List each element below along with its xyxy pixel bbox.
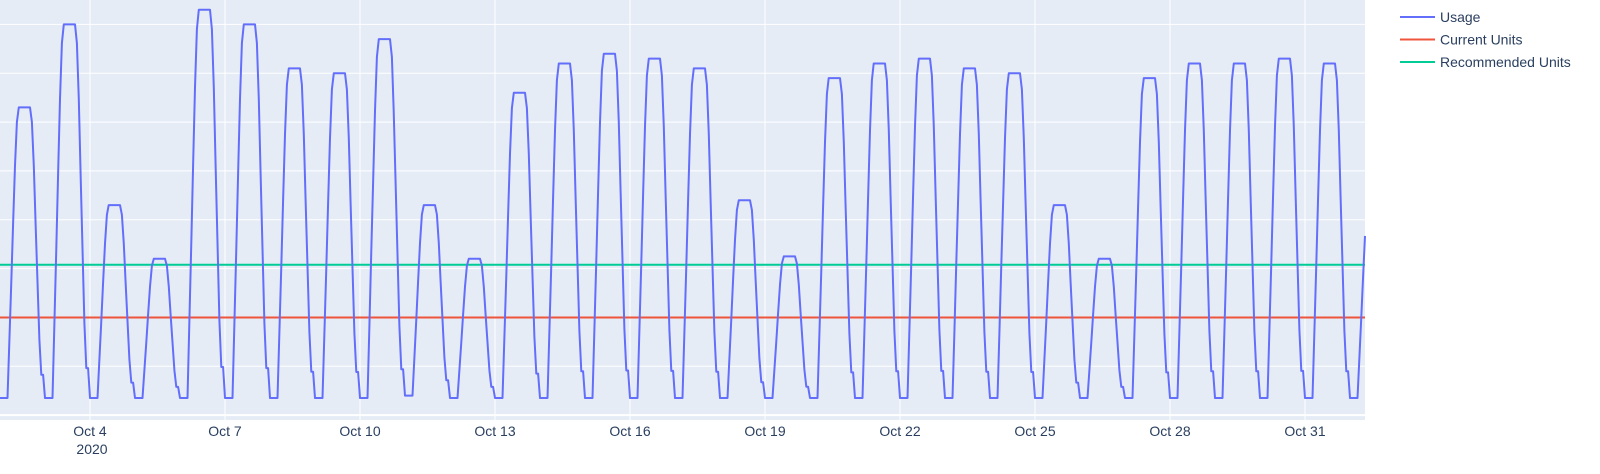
legend: Usage Current Units Recommended Units bbox=[1400, 9, 1571, 70]
x-tick-label: Oct 28 bbox=[1149, 423, 1190, 439]
legend-label: Recommended Units bbox=[1440, 54, 1571, 70]
legend-label: Usage bbox=[1440, 9, 1481, 25]
x-tick-label: Oct 10 bbox=[339, 423, 380, 439]
reference-lines bbox=[0, 263, 1365, 319]
usage-series bbox=[0, 8, 1366, 399]
x-tick-label: Oct 19 bbox=[744, 423, 785, 439]
x-tick-label: Oct 22 bbox=[879, 423, 920, 439]
x-tick-label: Oct 25 bbox=[1014, 423, 1055, 439]
legend-label: Current Units bbox=[1440, 32, 1522, 48]
usage-line bbox=[0, 8, 1366, 399]
x-gridlines bbox=[89, 0, 1306, 420]
x-tick-label: Oct 16 bbox=[609, 423, 650, 439]
x-tick-label: Oct 7 bbox=[208, 423, 242, 439]
x-axis-year-label: 2020 bbox=[76, 441, 107, 457]
x-tick-label: Oct 31 bbox=[1284, 423, 1325, 439]
x-tick-label: Oct 13 bbox=[474, 423, 515, 439]
x-axis-ticks: Oct 4 Oct 7 Oct 10 Oct 13 Oct 16 Oct 19 Oct 22… bbox=[73, 423, 1326, 439]
x-tick-label: Oct 4 bbox=[73, 423, 107, 439]
